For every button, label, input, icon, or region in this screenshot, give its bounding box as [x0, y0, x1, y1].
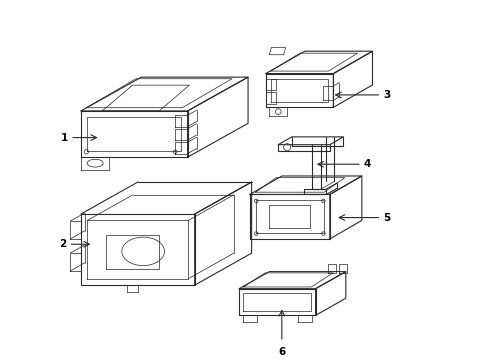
Text: 3: 3: [383, 90, 389, 100]
Text: 4: 4: [363, 159, 370, 169]
Text: 5: 5: [383, 212, 389, 222]
Text: 2: 2: [60, 239, 66, 249]
Text: 6: 6: [278, 347, 285, 357]
Text: 1: 1: [61, 132, 68, 143]
